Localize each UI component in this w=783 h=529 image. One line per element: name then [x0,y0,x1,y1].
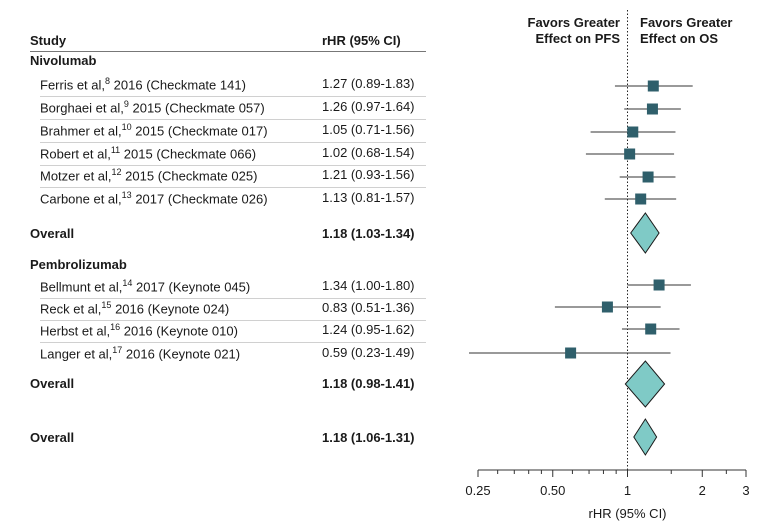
study-row-label: Robert et al,11 2015 (Checkmate 066) [40,145,257,162]
row-divider [40,342,426,343]
study-row-label: Carbone et al,13 2017 (Checkmate 026) [40,190,268,207]
study-marker [624,148,636,160]
x-axis-label: rHR (95% CI) [589,506,667,521]
x-axis-tick-label: 0.25 [465,483,490,498]
row-divider [40,165,426,166]
x-axis-tick-label: 1 [624,483,631,498]
favors-pfs-line1: Favors Greater [527,15,621,30]
study-hr-value: 1.27 (0.89-1.83) [322,76,415,91]
study-marker [645,323,657,335]
overall-diamond [633,418,658,456]
favors-os-line2: Effect on OS [640,31,719,46]
row-divider [40,298,426,299]
study-row-label: Borghaei et al,9 2015 (Checkmate 057) [40,99,265,116]
nivolumab-overall-hr: 1.18 (1.03-1.34) [322,226,415,241]
x-axis-tick-label: 0.50 [540,483,565,498]
hr-column-header: rHR (95% CI) [322,33,401,48]
pembrolizumab-overall-hr: 1.18 (0.98-1.41) [322,376,415,391]
study-marker [642,171,654,183]
study-row-label: Bellmunt et al,14 2017 (Keynote 045) [40,278,251,295]
study-marker [627,126,639,138]
study-row-label: Reck et al,15 2016 (Keynote 024) [40,300,230,317]
study-row-label: Langer et al,17 2016 (Keynote 021) [40,345,241,362]
study-hr-value: 1.05 (0.71-1.56) [322,122,415,137]
study-hr-value: 0.59 (0.23-1.49) [322,345,415,360]
row-divider [40,119,426,120]
study-hr-value: 1.02 (0.68-1.54) [322,145,415,160]
favors-pfs-label: Favors Greater Effect on PFS [505,15,621,47]
favors-pfs-line2: Effect on PFS [535,31,620,46]
nivolumab-overall-label: Overall [30,226,75,241]
study-hr-value: 1.24 (0.95-1.62) [322,322,415,337]
row-divider [40,96,426,97]
study-row-label: Motzer et al,12 2015 (Checkmate 025) [40,167,258,184]
study-hr-value: 1.26 (0.97-1.64) [322,99,415,114]
study-hr-value: 1.21 (0.93-1.56) [322,167,415,182]
x-axis-tick-label: 3 [742,483,749,498]
study-row-label: Ferris et al,8 2016 (Checkmate 141) [40,76,246,93]
x-axis-tick-label: 2 [699,483,706,498]
row-divider [40,142,426,143]
favors-os-label: Favors Greater Effect on OS [640,15,760,47]
study-marker [653,279,665,291]
study-row-label: Brahmer et al,10 2015 (Checkmate 017) [40,122,268,139]
study-marker [635,193,647,205]
group-pembrolizumab-title: Pembrolizumab [30,257,127,272]
study-row-label: Herbst et al,16 2016 (Keynote 010) [40,322,238,339]
study-hr-value: 0.83 (0.51-1.36) [322,300,415,315]
study-hr-value: 1.13 (0.81-1.57) [322,190,415,205]
total-overall-label: Overall [30,430,75,445]
overall-diamond [630,212,660,254]
favors-os-line1: Favors Greater [640,15,733,30]
header-rule [30,51,426,52]
study-marker [646,103,658,115]
group-nivolumab-title: Nivolumab [30,53,97,68]
study-column-header: Study [30,33,67,48]
study-marker [601,301,613,313]
row-divider [40,187,426,188]
overall-diamond [624,360,666,408]
study-marker [565,347,577,359]
study-marker [647,80,659,92]
pembrolizumab-overall-label: Overall [30,376,75,391]
row-divider [40,320,426,321]
study-hr-value: 1.34 (1.00-1.80) [322,278,415,293]
total-overall-hr: 1.18 (1.06-1.31) [322,430,415,445]
